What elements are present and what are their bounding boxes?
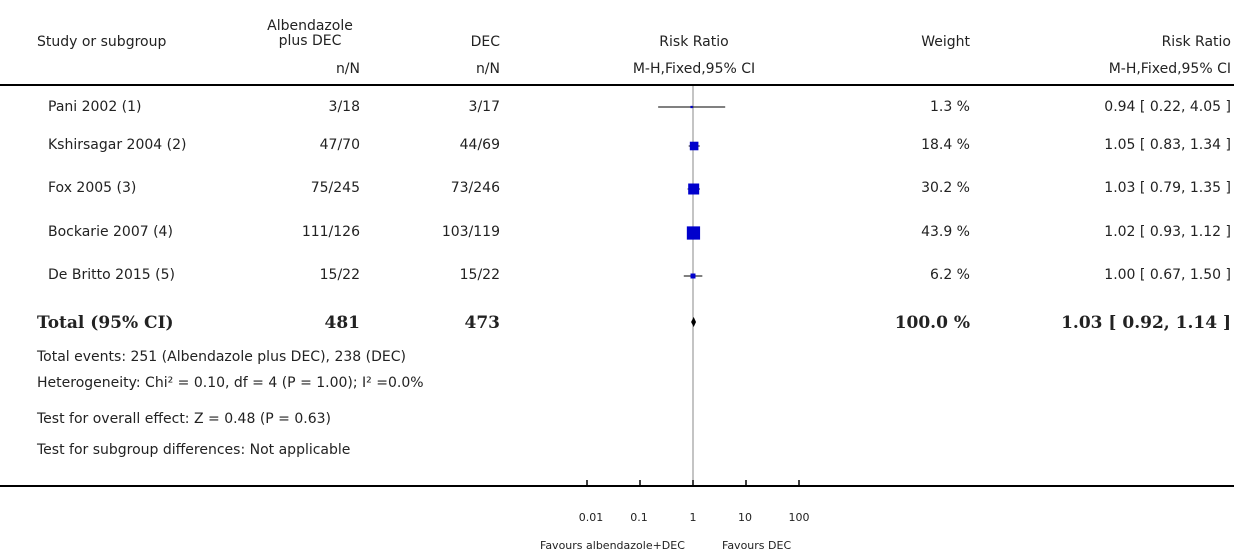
total-events-note: Total events: 251 (Albendazole plus DEC)… xyxy=(37,349,406,365)
study-name: Fox 2005 (3) xyxy=(48,180,137,196)
overall-effect-note: Test for overall effect: Z = 0.48 (P = 0… xyxy=(37,411,331,427)
header-col2-label: DEC xyxy=(470,34,500,50)
total-diamond xyxy=(691,317,697,327)
study-ci-text: 0.94 [ 0.22, 4.05 ] xyxy=(1104,99,1231,115)
study-exp: 111/126 xyxy=(301,224,360,240)
study-weight: 1.3 % xyxy=(929,99,970,115)
study-name: Bockarie 2007 (4) xyxy=(48,224,173,240)
header-rr2-sub: M-H,Fixed,95% CI xyxy=(1108,61,1231,77)
study-weight: 18.4 % xyxy=(921,137,970,153)
point-estimate-square xyxy=(688,183,700,195)
point-estimate-square xyxy=(686,226,701,240)
study-exp: 47/70 xyxy=(319,137,360,153)
study-ci-text: 1.02 [ 0.93, 1.12 ] xyxy=(1104,224,1231,240)
study-ctrl: 103/119 xyxy=(441,224,500,240)
total-ci-text: 1.03 [ 0.92, 1.14 ] xyxy=(1061,313,1231,333)
study-weight: 43.9 % xyxy=(921,224,970,240)
total-name: Total (95% CI) xyxy=(37,313,174,333)
header-study-label: Study or subgroup xyxy=(37,34,167,50)
axis-tick-label: 0.1 xyxy=(630,511,648,524)
point-estimate-square xyxy=(690,105,693,109)
study-name: Pani 2002 (1) xyxy=(48,99,142,115)
study-weight: 30.2 % xyxy=(921,180,970,196)
axis-tick-label: 1 xyxy=(689,511,697,524)
study-exp: 3/18 xyxy=(328,99,360,115)
study-ctrl: 73/246 xyxy=(450,180,500,196)
axis-tick-label: 0.01 xyxy=(578,511,604,524)
point-estimate-square xyxy=(690,273,696,279)
study-ctrl: 44/69 xyxy=(459,137,500,153)
total-ctrl: 473 xyxy=(464,313,501,333)
header-weight-label: Weight xyxy=(921,34,970,50)
header-col1-line2: plus DEC xyxy=(278,33,342,49)
study-exp: 15/22 xyxy=(319,267,360,283)
subgroup-differences-note: Test for subgroup differences: Not appli… xyxy=(37,442,351,458)
study-ci-text: 1.00 [ 0.67, 1.50 ] xyxy=(1104,267,1231,283)
heterogeneity-note: Heterogeneity: Chi² = 0.10, df = 4 (P = … xyxy=(37,375,424,391)
header-rr-sub: M-H,Fixed,95% CI xyxy=(632,61,756,77)
favours-left-label: Favours albendazole+DEC xyxy=(540,539,685,552)
study-name: Kshirsagar 2004 (2) xyxy=(48,137,187,153)
favours-right-label: Favours DEC xyxy=(722,539,792,552)
header-col2-sub: n/N xyxy=(475,61,500,77)
study-ci-text: 1.05 [ 0.83, 1.34 ] xyxy=(1104,137,1231,153)
axis-tick-label: 100 xyxy=(788,511,810,524)
header-rr2-label: Risk Ratio xyxy=(1161,34,1231,50)
header-divider xyxy=(0,84,1234,86)
study-weight: 6.2 % xyxy=(929,267,970,283)
study-ctrl: 15/22 xyxy=(459,267,500,283)
point-estimate-square xyxy=(689,141,699,151)
study-ctrl: 3/17 xyxy=(468,99,500,115)
total-exp: 481 xyxy=(324,313,361,333)
header-col1-sub: n/N xyxy=(335,61,360,77)
axis-tick-label: 10 xyxy=(738,511,752,524)
header-rr-label: Risk Ratio xyxy=(659,34,729,50)
total-weight: 100.0 % xyxy=(894,313,970,333)
study-name: De Britto 2015 (5) xyxy=(48,267,175,283)
study-ci-text: 1.03 [ 0.79, 1.35 ] xyxy=(1104,180,1231,196)
header-col1-line1: Albendazole xyxy=(267,18,353,34)
study-exp: 75/245 xyxy=(310,180,360,196)
